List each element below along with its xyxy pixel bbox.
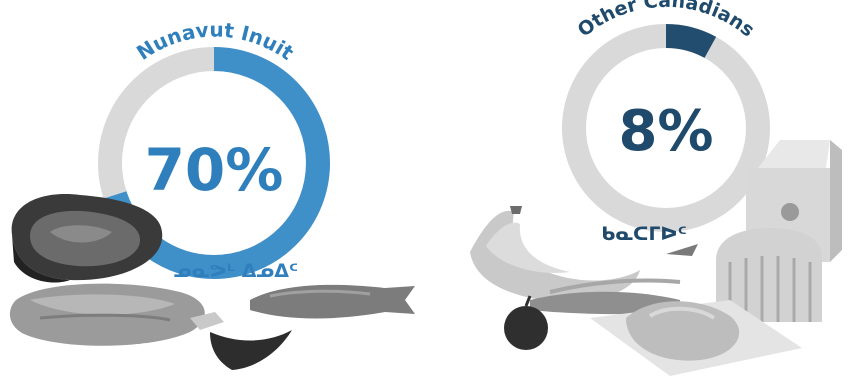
nunavut-syllabics: ᓄᓇᕗᒻ ᐃᓄᐃᑦ bbox=[174, 260, 298, 282]
nunavut-graphic: Nunavut Inuit 70% ᓄᓇᕗᒻ ᐃᓄᐃᑦ bbox=[9, 18, 415, 370]
store-food-illustration bbox=[470, 140, 842, 376]
other-canadians-panel: Other Canadians 8% ᑲᓇᑕᒥᐅᑦ bbox=[430, 0, 852, 386]
other-donut-fill bbox=[562, 24, 770, 232]
country-food-illustration bbox=[9, 194, 415, 370]
apple-icon bbox=[504, 306, 548, 350]
nunavut-panel: Nunavut Inuit 70% ᓄᓇᕗᒻ ᐃᓄᐃᑦ bbox=[9, 18, 415, 370]
nunavut-percent: 70% bbox=[145, 136, 284, 204]
ulu-knife-icon bbox=[210, 330, 292, 370]
other-syllabics: ᑲᓇᑕᒥᐅᑦ bbox=[601, 223, 687, 245]
other-canadians-graphic: Other Canadians 8% ᑲᓇᑕᒥᐅᑦ bbox=[470, 0, 842, 376]
nunavut-donut-fill bbox=[98, 47, 330, 279]
other-percent: 8% bbox=[618, 99, 713, 164]
